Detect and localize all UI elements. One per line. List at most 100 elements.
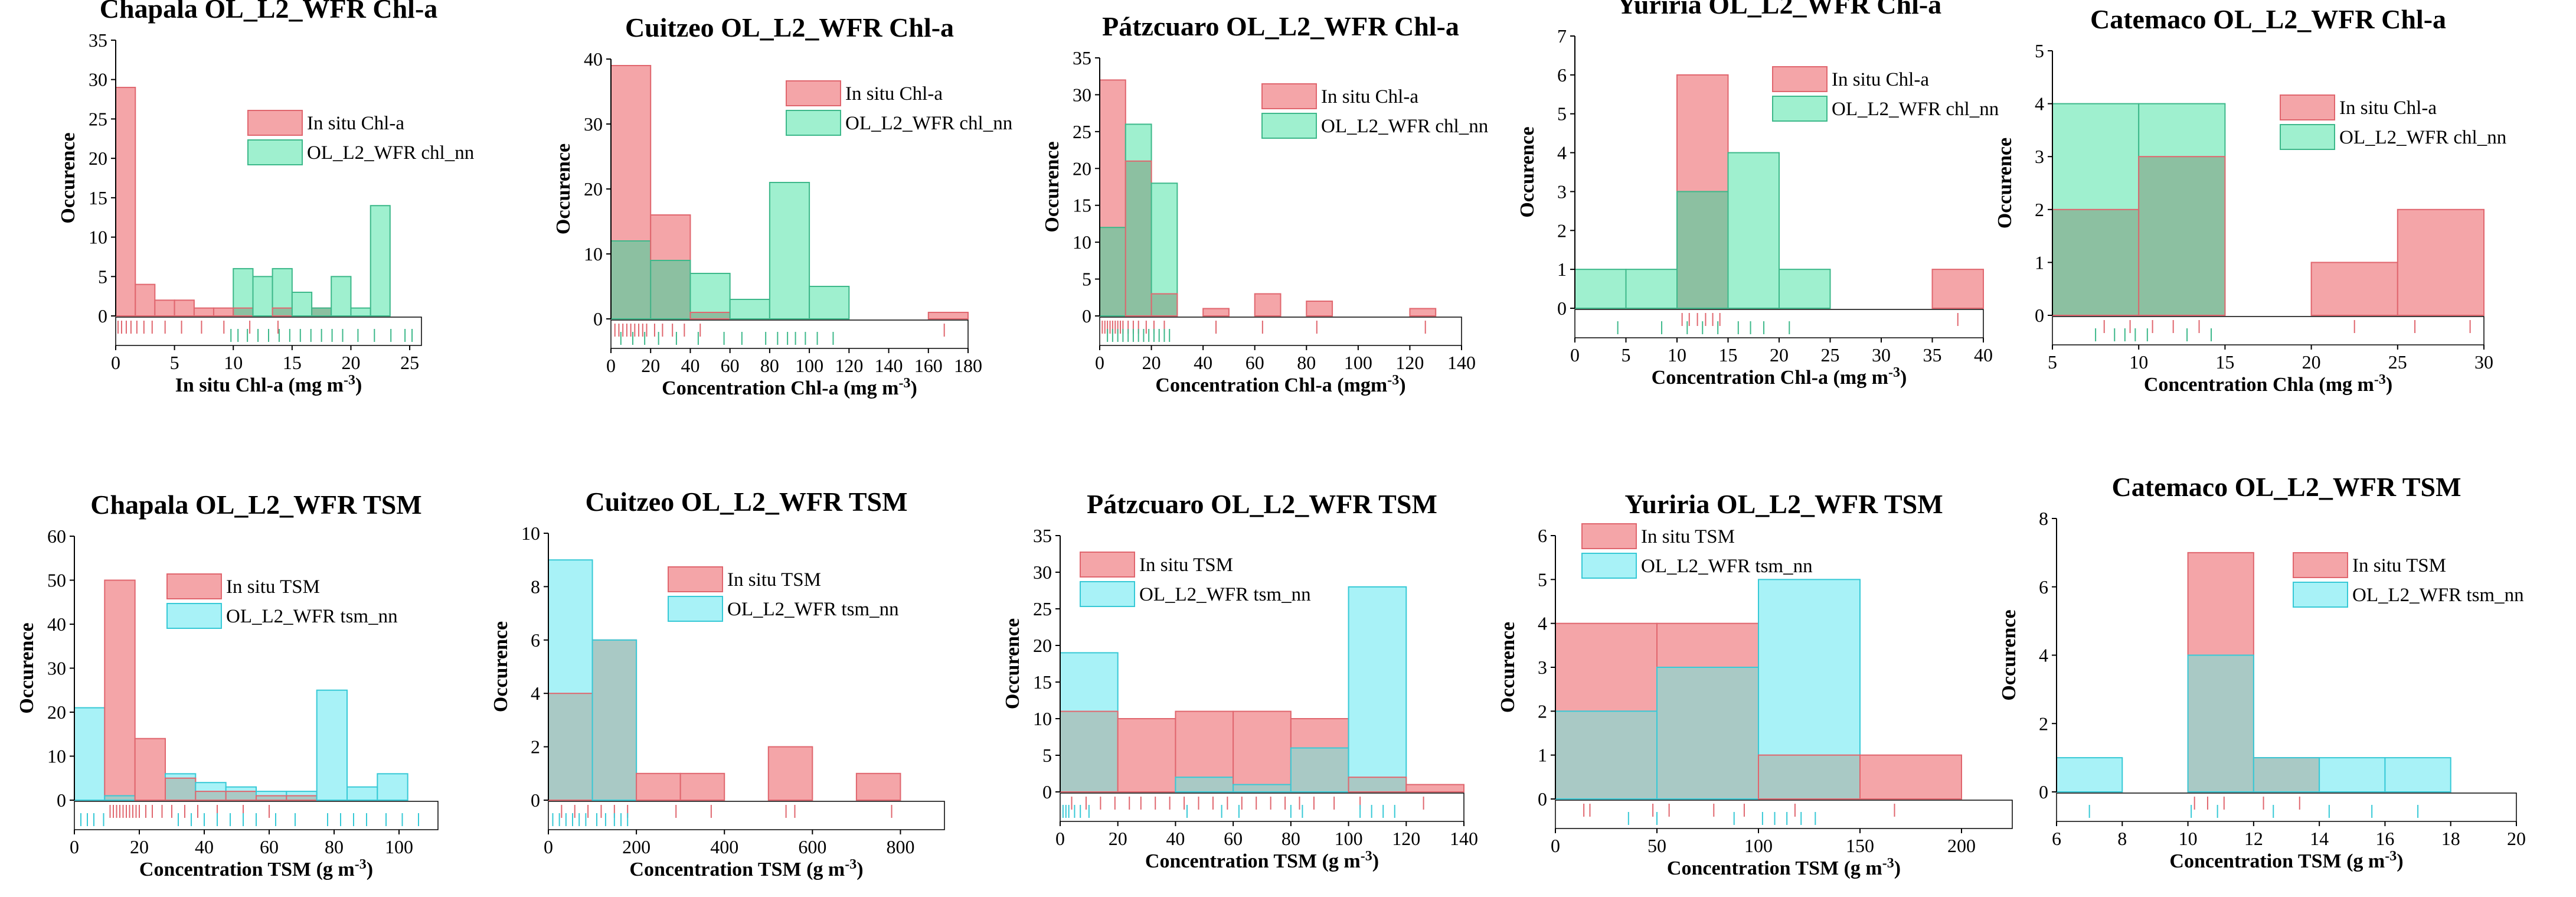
chart-title: Pátzcuaro OL_L2_WFR Chl-a: [1102, 11, 1459, 41]
x-tick-label: 20: [130, 836, 149, 857]
overlap-bar: [548, 693, 593, 801]
x-tick-label: 20: [2507, 828, 2526, 849]
overlap-bar: [1290, 747, 1349, 792]
overlap-bar: [1150, 293, 1178, 317]
legend-model-label: OL_L2_WFR chl_nn: [2339, 127, 2506, 148]
x-tick-label: 20: [1142, 352, 1161, 373]
y-tick-label: 3: [2035, 146, 2044, 167]
y-tick-label: 5: [1082, 269, 1091, 290]
x-tick-label: 10: [2179, 828, 2198, 849]
y-tick-label: 30: [47, 658, 66, 679]
axes: 0 1 2 3 4 5 6 0 50 100 150 200: [1538, 525, 2013, 856]
x-axis-label: Concentration TSM (g m-3): [139, 857, 373, 880]
x-axis-label: In situ Chl-a (mg m-3): [175, 373, 362, 396]
x-tick-label: 20: [2302, 351, 2321, 373]
x-tick-label: 100: [385, 836, 413, 857]
x-tick-label: 25: [2388, 351, 2407, 373]
y-tick-label: 6: [1538, 525, 1547, 546]
y-tick-label: 8: [531, 576, 540, 597]
x-axis-label: Concentration TSM (g m-3): [1667, 856, 1901, 879]
y-tick-label: 0: [98, 305, 107, 327]
y-tick-label: 15: [89, 187, 107, 208]
model-bar: [252, 276, 273, 317]
y-tick-label: 20: [89, 148, 107, 169]
model-bar: [1779, 269, 1831, 309]
x-axis-label: Concentration Chl-a (mg m-3): [1652, 365, 1907, 389]
bars: [610, 65, 969, 319]
x-tick-label: 15: [1719, 344, 1738, 366]
insitu-bar: [1859, 754, 1962, 800]
y-axis-label: Occurence: [1041, 141, 1063, 232]
legend-insitu-swatch: [1080, 552, 1135, 578]
legend-insitu-swatch: [247, 110, 303, 136]
x-tick-label: 20: [341, 352, 360, 373]
axes: 0 1 2 3 4 5 5 10 15 20 25 30: [2035, 40, 2493, 373]
model-bar: [689, 273, 731, 319]
model-bar: [346, 786, 378, 801]
bars: [74, 579, 408, 801]
x-tick-label: 40: [1166, 828, 1185, 849]
y-axis-label: Occurence: [1998, 609, 2020, 700]
legend-model-swatch: [247, 139, 303, 165]
y-tick-label: 1: [2035, 252, 2044, 273]
legend: In situ TSM OL_L2_WFR tsm_nn: [2293, 552, 2524, 608]
legend-insitu-swatch: [2280, 94, 2335, 120]
legend: In situ Chl-a OL_L2_WFR chl_nn: [2280, 94, 2506, 150]
axes: 0 1 2 3 4 5 6 7 0 5 10 15 20 25 30 35 40: [1557, 25, 1993, 366]
overlap-bar: [2253, 757, 2320, 792]
rug-box: [1574, 309, 1984, 338]
y-tick-label: 7: [1557, 25, 1567, 47]
y-axis-label: Occurence: [1497, 622, 1519, 713]
x-tick-label: 100: [795, 355, 823, 376]
bars: [1574, 74, 1984, 309]
x-tick-label: 10: [224, 352, 243, 373]
y-axis-label: Occurence: [1516, 126, 1538, 217]
x-tick-label: 80: [760, 355, 779, 376]
overlap-bar: [225, 791, 257, 801]
model-bar: [331, 276, 352, 317]
x-tick-label: 15: [283, 352, 302, 373]
bars: [115, 87, 391, 317]
overlap-bar: [2052, 208, 2140, 316]
x-tick-label: 8: [2117, 828, 2127, 849]
x-tick-label: 10: [2129, 351, 2148, 373]
legend-model-swatch: [2280, 124, 2335, 150]
y-tick-label: 20: [1033, 635, 1052, 656]
legend-model-label: OL_L2_WFR chl_nn: [1832, 99, 1999, 120]
y-tick-label: 5: [1042, 745, 1052, 766]
legend-insitu-swatch: [1261, 83, 1317, 109]
bars: [2052, 103, 2485, 316]
x-axis-label: Concentration Chla (mg m-3): [2144, 372, 2392, 396]
rug-box: [1555, 800, 2013, 829]
legend-model-label: OL_L2_WFR tsm_nn: [1641, 556, 1813, 577]
model-bar: [769, 182, 810, 319]
chart-title: Yuriria OL_L2_WFR Chl-a: [1617, 0, 1941, 19]
x-tick-label: 5: [2048, 351, 2057, 373]
y-tick-label: 3: [1538, 657, 1547, 678]
x-tick-label: 100: [1744, 835, 1773, 856]
rug-marks: [2095, 320, 2471, 341]
legend-model-swatch: [1772, 96, 1828, 122]
y-tick-label: 3: [1557, 181, 1567, 202]
legend-insitu-label: In situ Chl-a: [845, 83, 943, 105]
x-tick-label: 100: [1335, 828, 1363, 849]
legend-model-label: OL_L2_WFR chl_nn: [845, 113, 1012, 134]
x-tick-label: 180: [954, 355, 982, 376]
x-tick-label: 25: [1821, 344, 1840, 366]
legend: In situ Chl-a OL_L2_WFR chl_nn: [247, 110, 474, 165]
legend-model-label: OL_L2_WFR chl_nn: [1321, 116, 1488, 137]
x-tick-label: 40: [1974, 344, 1993, 366]
x-tick-label: 20: [1109, 828, 1127, 849]
y-tick-label: 25: [1073, 121, 1091, 142]
overlap-bar: [1233, 784, 1292, 792]
overlap-bar: [311, 307, 332, 317]
y-tick-label: 10: [521, 523, 540, 544]
bars: [2056, 552, 2451, 792]
y-tick-label: 10: [47, 746, 66, 767]
rug-box: [1099, 317, 1462, 346]
bars: [548, 559, 901, 801]
x-tick-label: 0: [70, 836, 79, 857]
y-tick-label: 0: [1557, 298, 1567, 319]
y-tick-label: 2: [531, 736, 540, 758]
y-tick-label: 20: [584, 178, 603, 200]
